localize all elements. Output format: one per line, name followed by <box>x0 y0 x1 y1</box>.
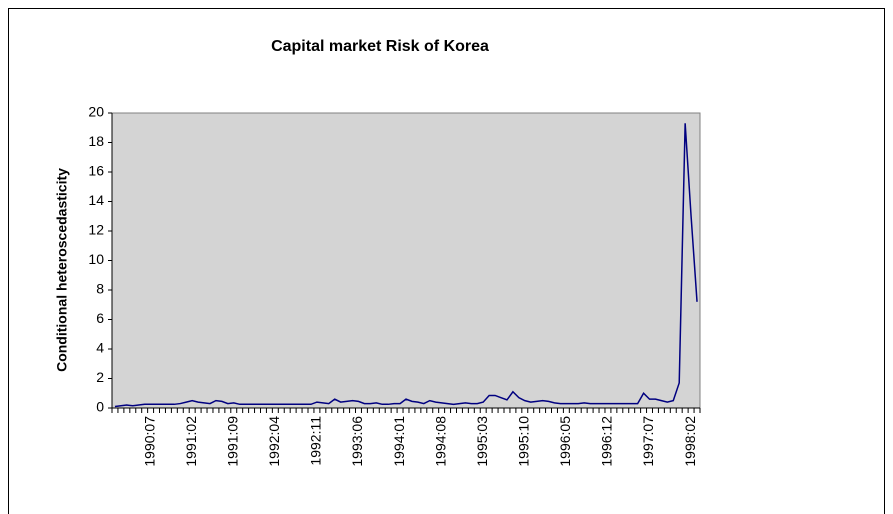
y-tick-label: 18 <box>88 133 104 149</box>
y-tick-label: 16 <box>88 163 104 179</box>
x-tick-label: 1993:06 <box>349 416 365 467</box>
y-tick-label: 12 <box>88 222 104 238</box>
chart-title: Capital market Risk of Korea <box>271 38 489 55</box>
x-tick-label: 1992:11 <box>308 416 324 466</box>
x-tick-label: 1995:10 <box>515 416 531 467</box>
x-tick-label: 1997:07 <box>640 416 656 467</box>
x-tick-label: 1996:05 <box>557 416 573 467</box>
y-tick-label: 6 <box>96 310 104 326</box>
x-tick-label: 1998:02 <box>682 416 698 467</box>
x-tick-label: 1996:12 <box>599 416 615 467</box>
y-tick-label: 8 <box>96 281 104 297</box>
series-line <box>114 123 698 408</box>
y-tick-label: 10 <box>88 251 104 267</box>
x-tick-label: 1994:01 <box>391 416 407 467</box>
x-tick-label: 1991:09 <box>224 416 240 467</box>
x-tick-label: 1994:08 <box>432 416 448 467</box>
y-tick-label: 20 <box>88 104 104 120</box>
y-tick-label: 14 <box>88 192 104 208</box>
y-tick-label: 0 <box>96 399 104 415</box>
y-tick-label: 2 <box>96 369 104 385</box>
y-tick-label: 4 <box>96 340 104 356</box>
x-tick-label: 1990:07 <box>141 416 157 467</box>
x-tick-label: 1991:02 <box>183 416 199 467</box>
y-axis-label: Conditional heteroscedasticity <box>54 168 70 372</box>
x-tick-label: 1992:04 <box>266 416 282 467</box>
plot-area <box>111 112 701 409</box>
x-tick-label: 1995:03 <box>474 416 490 467</box>
